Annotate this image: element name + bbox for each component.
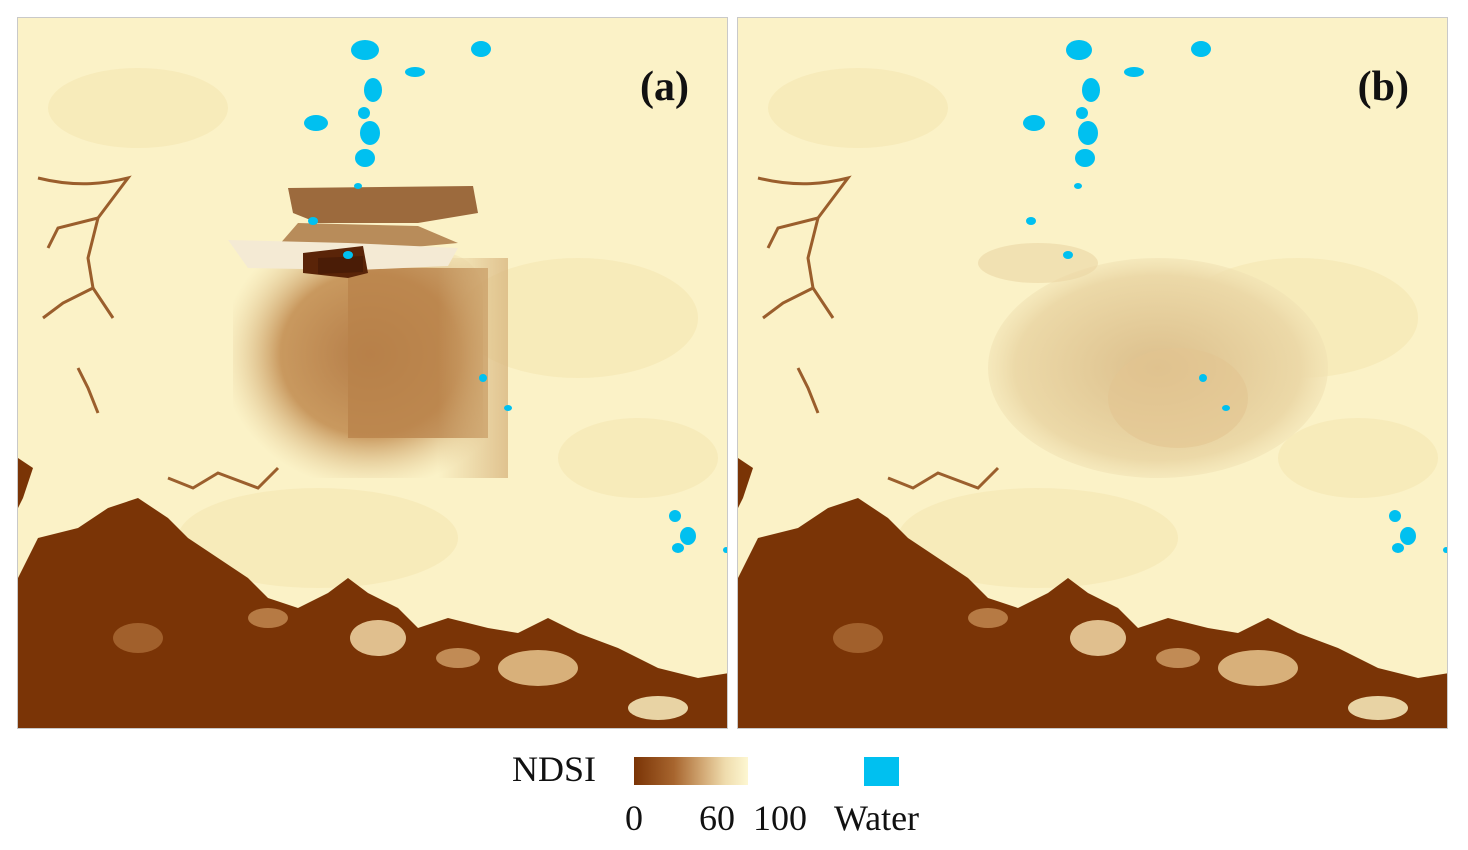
reconstructed-region <box>978 243 1328 478</box>
valley-lines <box>757 175 1000 490</box>
legend-tick-0: 0 <box>625 798 643 838</box>
cloud-artifact <box>228 186 508 478</box>
water-legend-label: Water <box>834 798 920 838</box>
low-ndsi-mountains <box>738 458 1447 728</box>
ndsi-map-a <box>18 18 727 728</box>
map-panel-a: (a) <box>17 17 728 729</box>
water-bodies <box>304 40 727 553</box>
water-legend-swatch <box>864 757 899 786</box>
legend-tick-60: 60 <box>699 798 735 838</box>
panel-label-b: (b) <box>1357 64 1409 110</box>
ndsi-color-ramp <box>634 757 748 785</box>
panel-label-a: (a) <box>640 64 689 110</box>
map-panel-b: (b) <box>737 17 1448 729</box>
terrain-texture <box>48 68 718 588</box>
low-ndsi-mountains <box>18 458 727 728</box>
ndsi-map-b <box>738 18 1447 728</box>
legend-tick-100: 100 <box>753 798 807 838</box>
legend-title: NDSI <box>512 749 597 789</box>
water-bodies <box>1023 40 1447 553</box>
valley-lines <box>37 175 280 490</box>
